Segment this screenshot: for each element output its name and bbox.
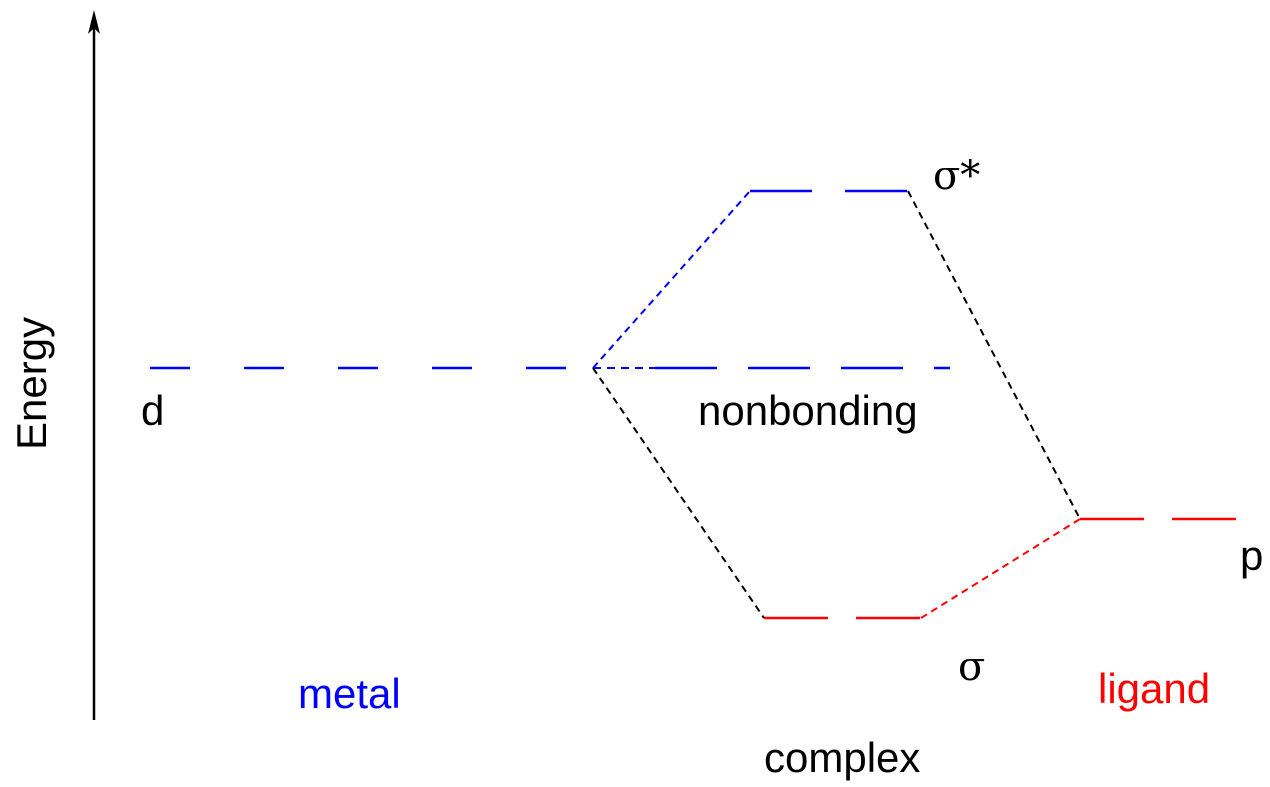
d-to-sigma-line [592, 367, 765, 619]
energy-axis-label: Energy [8, 317, 55, 450]
ligand-column-label: ligand [1098, 665, 1210, 712]
metal-d-label: d [141, 387, 164, 434]
energy-axis-arrowhead-icon [88, 10, 100, 34]
metal-column-label: metal [298, 670, 401, 717]
sigma-to-p-line [920, 518, 1081, 619]
sigma-star-label: σ* [933, 153, 980, 199]
nonbonding-label: nonbonding [698, 387, 918, 434]
complex-column-label: complex [764, 734, 920, 781]
ligand-p-label: p [1240, 532, 1263, 579]
sigma-label: σ [958, 644, 985, 690]
sigma-star-to-p-line [907, 190, 1081, 520]
d-to-sigma-star-line [592, 190, 751, 369]
